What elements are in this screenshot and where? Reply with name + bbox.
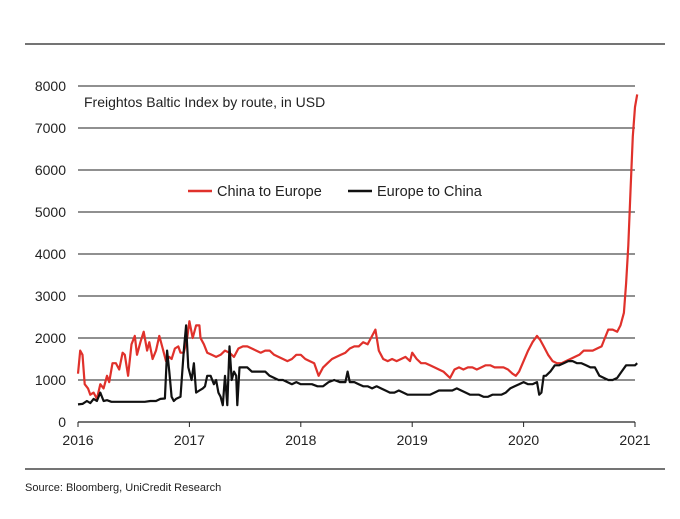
y-tick-label: 2000 bbox=[35, 330, 66, 346]
series-line-china-to-europe bbox=[76, 94, 639, 400]
legend-label-china-to-europe: China to Europe bbox=[217, 184, 322, 200]
x-tick-label: 2021 bbox=[619, 432, 650, 448]
legend: China to Europe Europe to China bbox=[188, 184, 483, 200]
y-tick-label: 4000 bbox=[35, 246, 66, 262]
x-tick-label: 2020 bbox=[508, 432, 539, 448]
x-tick-label: 2018 bbox=[285, 432, 316, 448]
x-tick-label: 2019 bbox=[397, 432, 428, 448]
x-tick-label: 2016 bbox=[62, 432, 93, 448]
y-tick-label: 7000 bbox=[35, 120, 66, 136]
series-lines bbox=[76, 94, 639, 407]
legend-label-europe-to-china: Europe to China bbox=[377, 184, 483, 200]
y-tick-label: 6000 bbox=[35, 162, 66, 178]
chart-title: Freightos Baltic Index by route, in USD bbox=[84, 94, 325, 110]
source-note: Source: Bloomberg, UniCredit Research bbox=[25, 482, 222, 494]
y-tick-label: 5000 bbox=[35, 204, 66, 220]
y-tick-label: 1000 bbox=[35, 372, 66, 388]
y-axis-tick-labels: 0 1000 2000 3000 4000 5000 6000 7000 8000 bbox=[35, 78, 66, 430]
y-tick-label: 3000 bbox=[35, 288, 66, 304]
series-line-europe-to-china bbox=[77, 324, 638, 407]
y-tick-label: 8000 bbox=[35, 78, 66, 94]
x-tick-label: 2017 bbox=[174, 432, 205, 448]
y-tick-label: 0 bbox=[58, 414, 66, 430]
x-axis-tick-labels: 2016 2017 2018 2019 2020 2021 bbox=[62, 422, 651, 448]
